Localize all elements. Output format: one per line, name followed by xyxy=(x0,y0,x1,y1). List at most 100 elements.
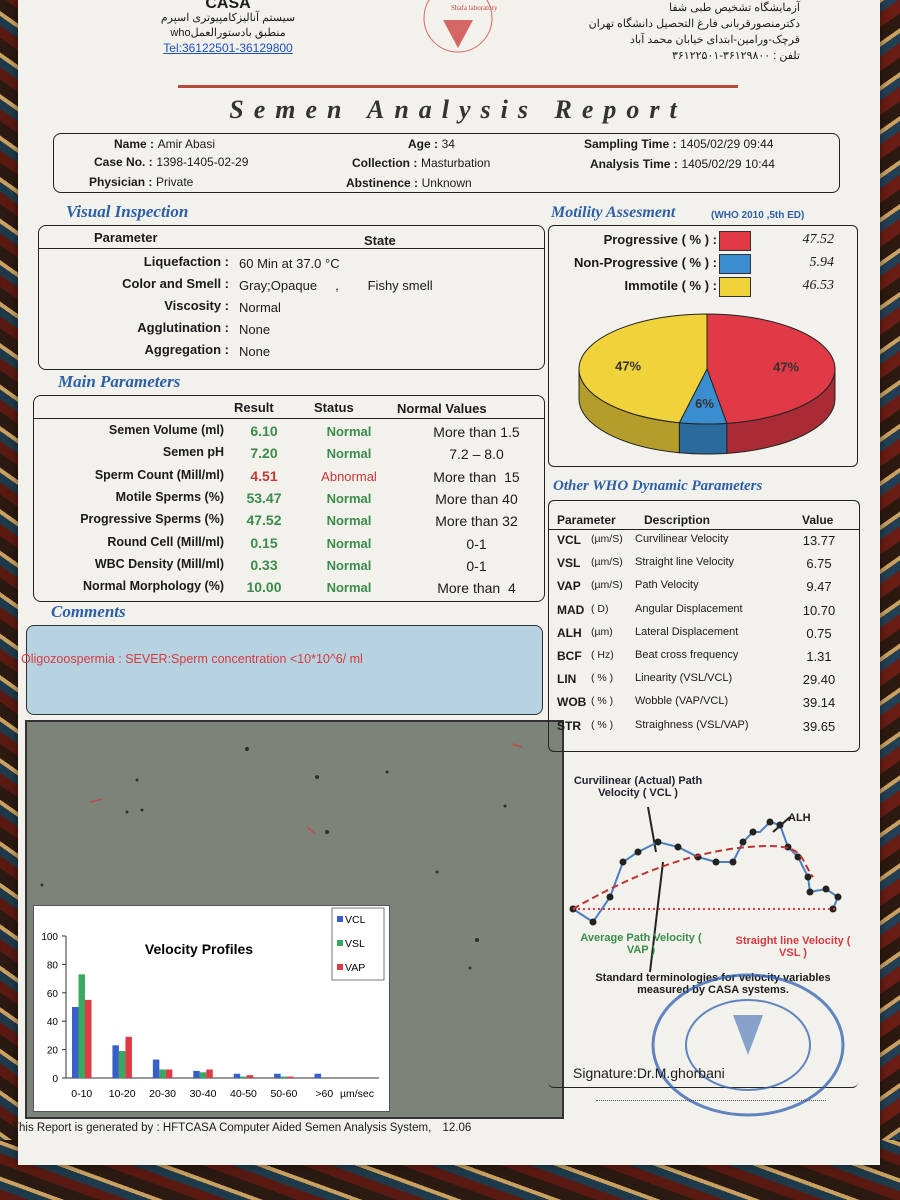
main-row-label: Motile Sperms (%) xyxy=(115,489,224,504)
header-fa-right-4: تلفن : ۳۶۱۲۹۸۰۰-۳۶۱۲۲۵۰۱ xyxy=(671,50,800,62)
y-tick-label: 100 xyxy=(41,932,58,943)
case-label: Case No. : xyxy=(94,155,153,169)
header-fa-right-1: آزمایشگاه تشخیص طبی شفا xyxy=(669,2,800,14)
motility-value: 5.94 xyxy=(809,255,835,270)
velocity-chart: 0 20 40 60 80 100 0-10 10-20 20-30 30-40 40-50 50-6… xyxy=(33,905,390,1112)
who-col-param: Parameter xyxy=(557,513,616,527)
x-unit-label: µm/sec xyxy=(340,1088,374,1100)
who-param: STR xyxy=(557,718,581,733)
motility-swatch xyxy=(719,254,751,274)
visual-row-value: None xyxy=(239,344,271,359)
main-row-label: Progressive Sperms (%) xyxy=(80,512,224,527)
bar-vcl xyxy=(152,1059,160,1078)
visual-col-state: State xyxy=(364,233,396,248)
main-row-label: WBC Density (Mill/ml) xyxy=(94,556,224,571)
patient-info-box: Name : Amir Abasi Case No. : 1398-1405-0… xyxy=(53,133,840,193)
bar-vsl xyxy=(159,1069,166,1078)
header-fa-left-2: منطبق بادستورالعملwho xyxy=(170,27,286,39)
age-label: Age : xyxy=(408,137,438,151)
y-tick-label: 0 xyxy=(52,1074,58,1085)
header-fa-left-1: سیستم آنالیزکامپیوتری اسپرم xyxy=(160,12,296,24)
who-value: 13.77 xyxy=(802,533,836,548)
visual-row-value: 60 Min at 37.0 °C xyxy=(239,256,340,271)
who-desc: Beat cross frequency xyxy=(635,649,739,661)
collection-label: Collection : xyxy=(352,156,418,170)
diagram-caption: Standard terminologies for velocity vari… xyxy=(595,972,831,996)
main-row-result: 0.15 xyxy=(250,534,278,551)
report-paper: CASA سیستم آنالیزکامپیوتری اسپرم منطبق ب… xyxy=(12,0,880,1165)
main-row-normal: More than 1.5 xyxy=(433,424,520,440)
pie-wall xyxy=(678,422,728,455)
footer: This Report is generated by : HFTCASA Co… xyxy=(12,1122,471,1134)
bar-vap xyxy=(85,999,92,1078)
main-row-result: 6.10 xyxy=(250,423,278,439)
bar-vcl xyxy=(233,1073,241,1078)
who-value: 6.75 xyxy=(806,556,832,572)
legend-swatch xyxy=(337,940,343,946)
who-unit: ( % ) xyxy=(591,718,614,731)
sampling-label: Sampling Time : xyxy=(584,137,677,151)
pie-slice xyxy=(706,313,836,424)
main-row-result: 0.33 xyxy=(250,556,278,573)
main-row-status: Normal xyxy=(326,490,372,506)
casa-title: CASA xyxy=(205,0,251,12)
analysis-time: 1405/02/29 10:44 xyxy=(681,157,775,171)
analysis-label: Analysis Time : xyxy=(590,157,678,171)
main-row-label: Semen pH xyxy=(162,445,224,460)
legend-swatch xyxy=(337,916,343,922)
visual-inspection-box: Parameter State Liquefaction : 60 Min at … xyxy=(38,225,545,370)
title-divider xyxy=(178,85,738,88)
main-row-normal: More than 15 xyxy=(433,468,520,485)
vap-label: Average Path Velocity ( VAP ) xyxy=(580,932,702,956)
legend-label: VCL xyxy=(345,914,366,926)
main-row-result: 7.20 xyxy=(250,445,278,462)
name-label: Name : xyxy=(114,137,155,151)
footer-version: 12.06 xyxy=(442,1122,472,1134)
who-desc: Curvilinear Velocity xyxy=(635,533,729,545)
motility-value: 47.52 xyxy=(802,232,835,247)
main-row-status: Normal xyxy=(326,535,372,551)
visual-row-label: Color and Smell : xyxy=(122,276,229,291)
y-tick-label: 40 xyxy=(47,1017,59,1028)
who-value: 10.70 xyxy=(802,602,836,618)
comments-title: Comments xyxy=(51,602,126,621)
y-tick-label: 80 xyxy=(47,960,59,971)
physician: Private xyxy=(155,175,194,189)
x-tick-label: 50-60 xyxy=(270,1088,297,1100)
x-tick-label: 40-50 xyxy=(230,1088,257,1100)
chart-title: Velocity Profiles xyxy=(145,941,253,957)
header-left: CASA سیستم آنالیزکامپیوتری اسپرم منطبق ب… xyxy=(133,0,323,56)
bar-vap xyxy=(246,1075,254,1078)
who-desc: Lateral Displacement xyxy=(635,625,739,638)
bar-vcl xyxy=(72,1007,79,1078)
lab-logo: Shafa laboratory xyxy=(413,0,503,55)
bar-vcl xyxy=(314,1073,322,1078)
main-row-normal: 0-1 xyxy=(466,535,487,552)
bar-vsl xyxy=(240,1076,247,1078)
who-unit: ( % ) xyxy=(591,695,614,708)
bar-vsl xyxy=(118,1051,126,1078)
main-col-result: Result xyxy=(234,400,274,415)
x-tick-label: 0-10 xyxy=(71,1088,92,1100)
main-header-divider xyxy=(34,418,544,419)
signature: Signature:Dr.M.ghorbani xyxy=(573,1065,725,1081)
signature-line xyxy=(596,1100,826,1101)
who-unit: (µm) xyxy=(591,625,613,638)
visual-row-label: Agglutination : xyxy=(137,320,229,335)
bar-vap xyxy=(125,1036,132,1078)
pie-label: 6% xyxy=(695,396,714,411)
visual-row-value: Gray;Opaque , Fishy smell xyxy=(239,278,433,293)
motility-value: 46.53 xyxy=(802,278,835,293)
who-param: ALH xyxy=(557,625,582,640)
velocity-path-diagram xyxy=(569,806,842,973)
header-tel[interactable]: Tel:36122501-36129800 xyxy=(163,41,293,55)
who-col-value: Value xyxy=(802,513,834,527)
bar-vcl xyxy=(112,1045,119,1078)
logo-text: Shafa laboratory xyxy=(451,4,498,12)
who-param: VCL xyxy=(557,533,581,547)
who-param: MAD xyxy=(557,602,585,617)
visual-header-divider xyxy=(39,248,544,249)
main-row-label: Normal Morphology (%) xyxy=(83,579,224,594)
main-row-label: Semen Volume (ml) xyxy=(108,423,224,437)
sampling-time: 1405/02/29 09:44 xyxy=(680,137,774,151)
